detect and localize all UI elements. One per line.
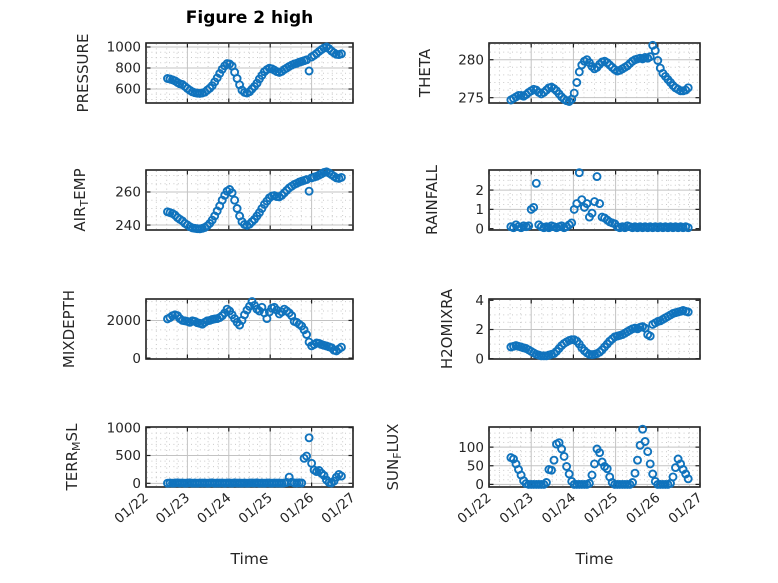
y-tick-labels: 0 1 2 [475, 183, 484, 238]
x-axis-label: Time [230, 550, 269, 568]
y-tick-label: 2 [475, 322, 484, 338]
y-tick-label: 0 [132, 476, 141, 492]
y-tick-label: 100 [458, 440, 484, 456]
x-tick-label: 01/27 [665, 490, 705, 527]
y-axis-label-theta: THETA [416, 48, 434, 98]
x-tick-label: 01/24 [194, 490, 234, 527]
y-tick-label: 1000 [107, 420, 141, 436]
data-points [506, 424, 693, 489]
major-grid [490, 300, 699, 358]
x-tick-label: 01/25 [581, 490, 621, 527]
y-tick-labels: 0 500 1000 [107, 420, 141, 492]
y-tick-label: 50 [467, 458, 484, 474]
major-grid [147, 44, 352, 102]
y-tick-labels: 600 800 1000 [107, 40, 141, 98]
data-points [163, 433, 346, 488]
data-points [163, 167, 346, 234]
axes-box [145, 169, 354, 231]
y-tick-label: 500 [115, 448, 141, 464]
y-tick-labels: 275 280 [458, 52, 484, 106]
minor-grid [490, 171, 699, 229]
x-tick-labels: 01/22 01/23 01/24 01/25 01/26 01/27 [111, 490, 358, 527]
y-tick-labels: 0 2000 [107, 313, 141, 367]
y-axis-label-h2omixra: H2OMIXRA [438, 288, 456, 369]
axes-box [488, 426, 701, 488]
x-tick-label: 01/26 [623, 490, 663, 527]
y-tick-label: 2000 [107, 313, 141, 329]
data-points [506, 168, 693, 233]
y-tick-label: 800 [115, 61, 141, 77]
y-tick-label: 260 [115, 185, 141, 201]
minor-grid [490, 428, 699, 486]
x-tick-label: 01/22 [454, 490, 494, 527]
y-axis-label-terrmsl: TERRMSL [63, 423, 83, 492]
subplot-h2omixra: 0 2 4 H2OMIXRA [438, 288, 701, 369]
y-tick-labels: 0 2 4 [475, 293, 484, 367]
axes-box [488, 42, 701, 104]
x-axis-label: Time [575, 550, 614, 568]
y-tick-label: 0 [475, 477, 484, 493]
x-tick-label: 01/25 [236, 490, 276, 527]
y-tick-label: 600 [115, 82, 141, 98]
y-axis-label-airtemp: AIRTEMP [71, 168, 91, 231]
y-tick-label: 0 [475, 221, 484, 237]
axes-box [488, 169, 701, 231]
data-points [163, 297, 346, 356]
y-tick-label: 275 [458, 90, 484, 106]
x-tick-labels: 01/22 01/23 01/24 01/25 01/26 01/27 [454, 490, 705, 527]
subplot-pressure: 600 800 1000 PRESSURE [74, 34, 354, 113]
y-tick-labels: 240 260 [115, 185, 141, 234]
x-tick-label: 01/27 [318, 490, 358, 527]
subplot-airtemp: 240 260 AIRTEMP [71, 167, 354, 234]
subplot-terrmsl: 0 500 1000 TERRMSL 01/22 01/23 01/24 01/25 01/26… [63, 420, 359, 568]
y-tick-label: 280 [458, 52, 484, 68]
data-points [506, 306, 693, 361]
y-axis-label-pressure: PRESSURE [74, 34, 92, 113]
axes-box [145, 42, 354, 104]
y-tick-label: 2 [475, 183, 484, 199]
data-points [163, 42, 346, 98]
y-tick-label: 240 [115, 218, 141, 234]
major-grid [490, 171, 699, 229]
x-tick-label: 01/26 [277, 490, 317, 527]
minor-grid [147, 428, 352, 486]
data-points [506, 40, 693, 106]
y-tick-label: 4 [475, 293, 484, 309]
x-tick-label: 01/22 [111, 490, 151, 527]
figure-title: Figure 2 high [185, 8, 314, 28]
y-axis-label-mixdepth: MIXDEPTH [60, 290, 78, 368]
y-tick-label: 0 [475, 351, 484, 367]
y-tick-label: 1 [475, 202, 484, 218]
subplot-mixdepth: 0 2000 MIXDEPTH [60, 290, 354, 368]
subplot-rainfall: 0 1 2 RAINFALL [423, 164, 701, 238]
y-tick-label: 1000 [107, 40, 141, 56]
x-tick-label: 01/23 [497, 490, 537, 527]
x-tick-label: 01/24 [539, 490, 579, 527]
y-tick-labels: 0 50 100 [458, 440, 484, 493]
y-tick-label: 0 [132, 351, 141, 367]
y-axis-label-sunflux: SUNFLUX [384, 424, 404, 491]
subplot-sunflux: 0 50 100 SUNFLUX 01/22 01/23 01/24 01/25 01/26 01… [384, 424, 706, 568]
axes-box [488, 298, 701, 360]
subplot-theta: 275 280 THETA [416, 40, 701, 106]
y-axis-label-rainfall: RAINFALL [423, 164, 441, 235]
x-tick-label: 01/23 [153, 490, 193, 527]
